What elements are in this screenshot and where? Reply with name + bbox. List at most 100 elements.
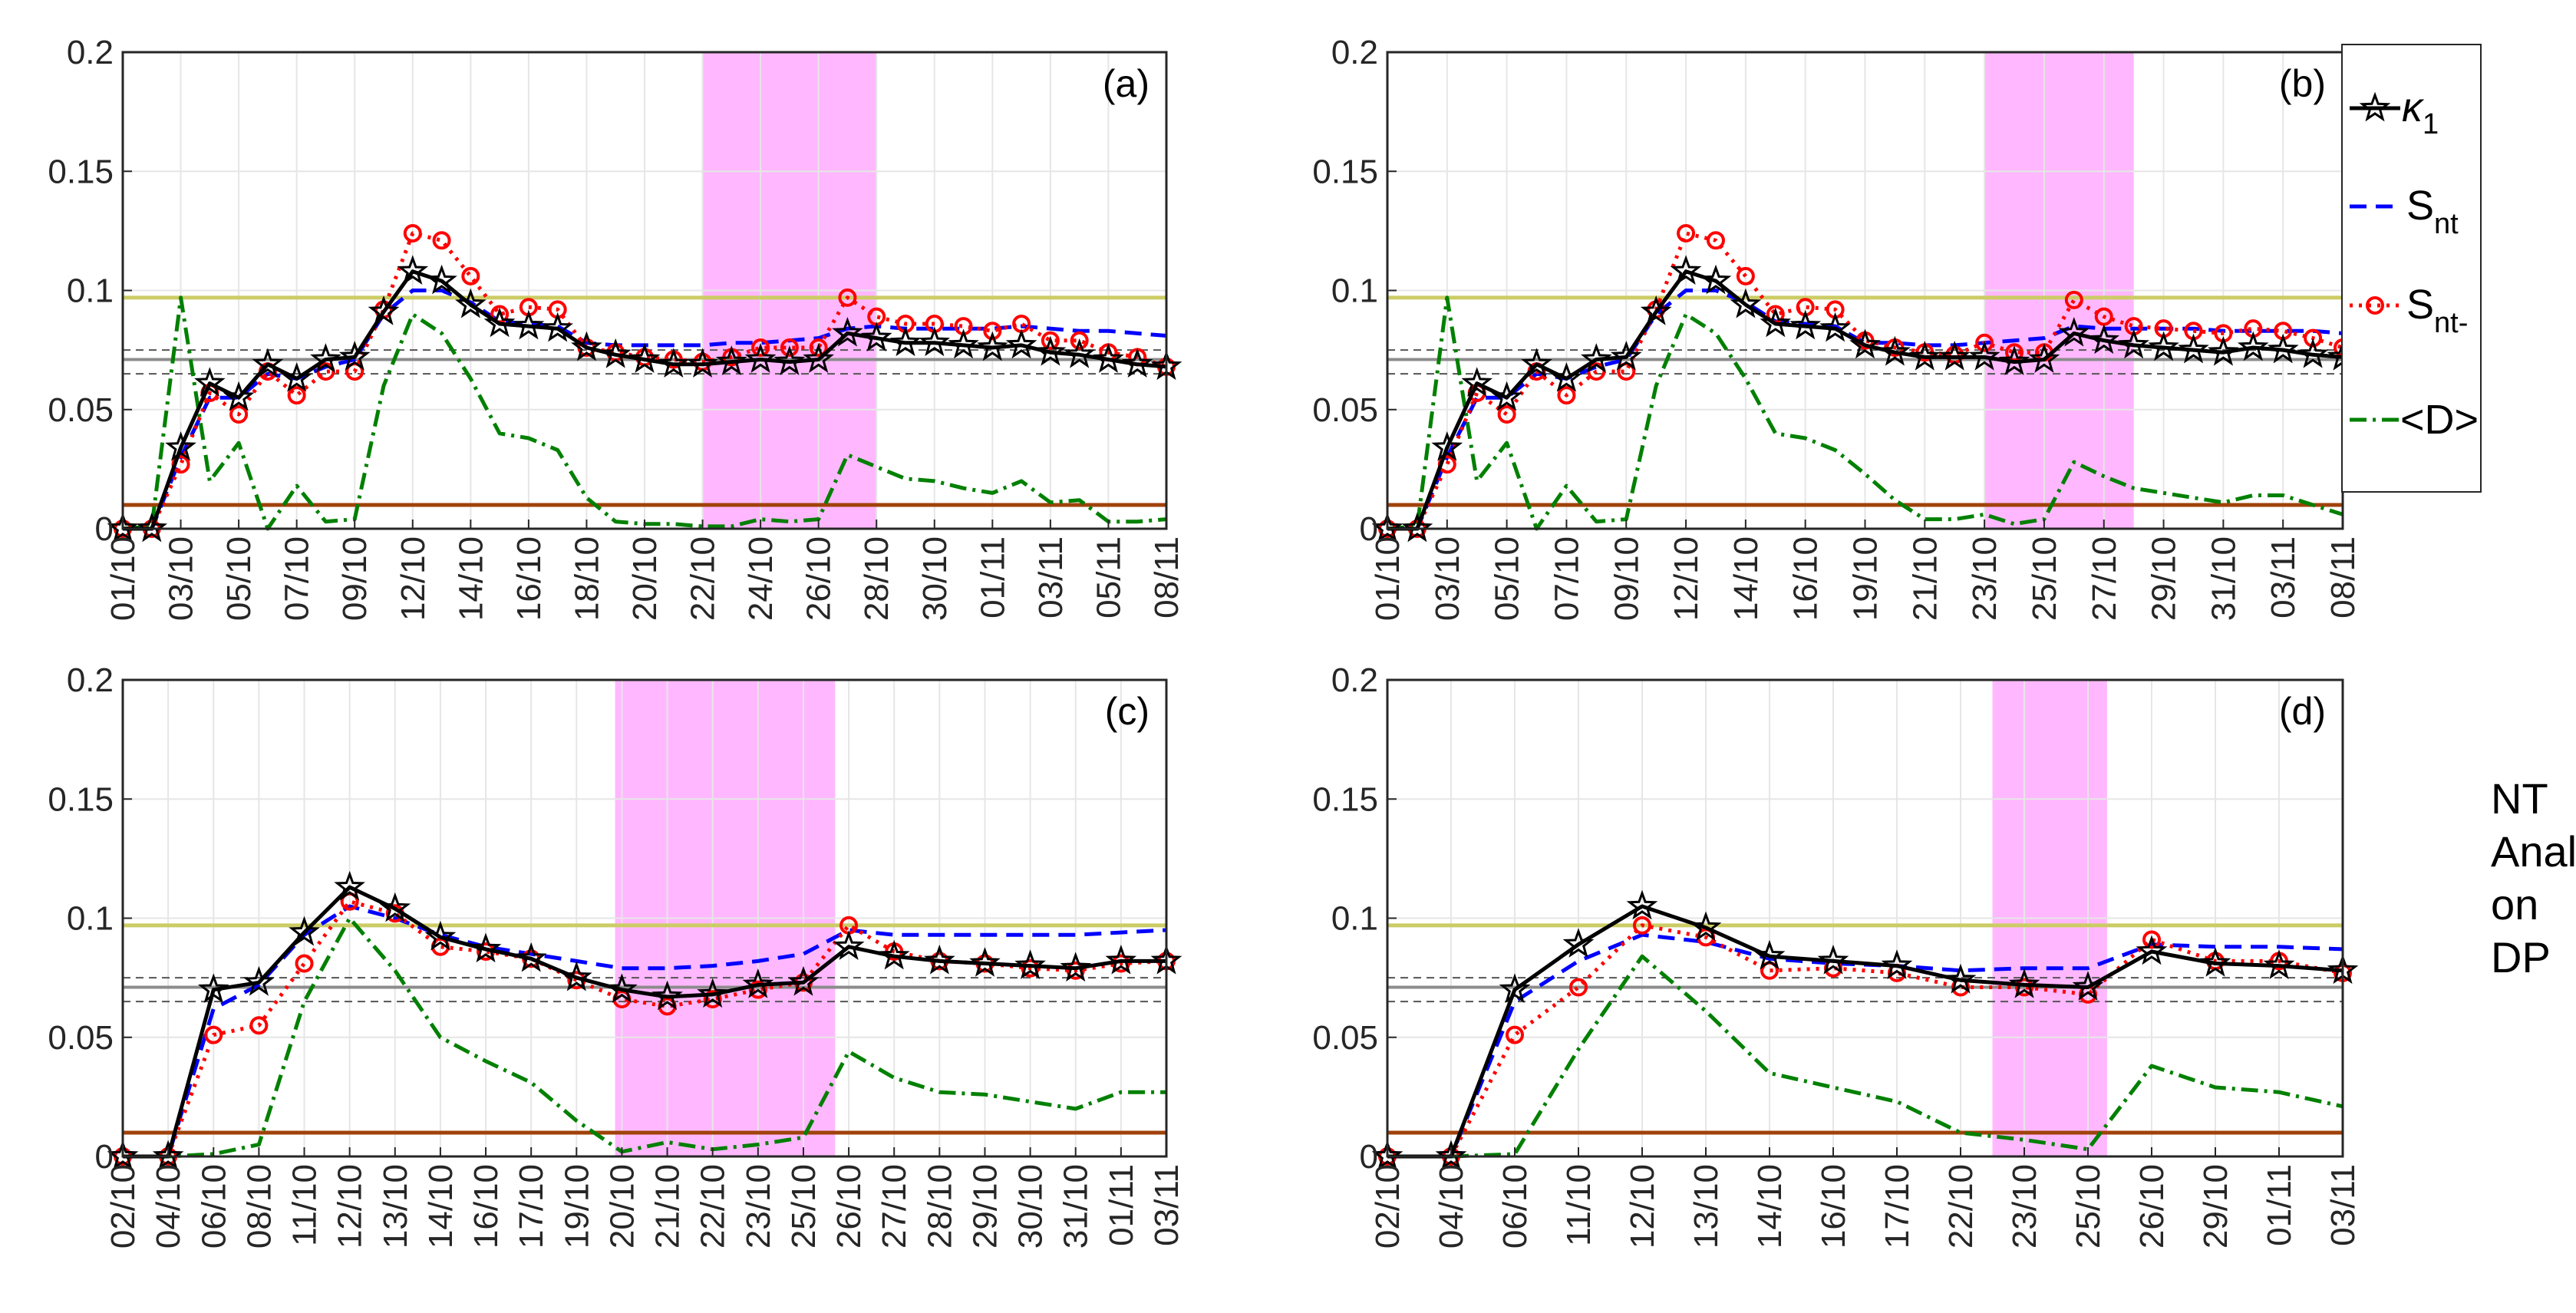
data-point-kappa (606, 973, 638, 1003)
data-point-kappa (136, 512, 168, 543)
data-point-kappa (397, 255, 429, 285)
data-point-kappa (165, 431, 196, 461)
data-point-kappa (773, 345, 806, 375)
x-tick-label: 01/10 (1369, 536, 1407, 621)
data-point-kappa (1491, 381, 1522, 411)
data-point-kappa (515, 942, 547, 972)
data-point-kappa (1938, 340, 1971, 371)
x-tick-label: 18/10 (568, 536, 605, 621)
x-tick-label: 23/10 (1966, 536, 2004, 621)
data-point-kappa (1700, 264, 1732, 295)
x-tick-label: 04/10 (150, 1164, 187, 1249)
x-tick-label: 30/10 (1012, 1164, 1050, 1249)
data-point-kappa (1690, 911, 1722, 942)
data-point-kappa (1401, 512, 1433, 543)
data-point-kappa (919, 326, 951, 357)
y-tick-label: 0.05 (1312, 391, 1378, 429)
data-point-kappa (1879, 335, 1911, 366)
data-point-kappa (289, 915, 320, 946)
legend-kappa-symbol: κ (2402, 84, 2425, 130)
data-point-kappa (1998, 345, 2030, 375)
data-point-sntm (249, 1016, 269, 1035)
x-tick-label: 24/10 (742, 536, 780, 621)
side-note-line-2: Analysis (2491, 827, 2576, 876)
data-point-kappa (379, 892, 411, 922)
data-point-kappa (194, 367, 226, 397)
panel-d: 0 0.05 0.1 0.15 0.2 02/10 04/10 06/10 11/10 12/10… (1312, 661, 2362, 1249)
data-point-kappa (969, 947, 1001, 977)
x-tick-label: 16/10 (1815, 1164, 1852, 1249)
legend-box (2341, 44, 2482, 493)
y-tick-label: 0.15 (1312, 153, 1378, 190)
series-d (1387, 954, 2343, 1159)
x-tick-label: 21/10 (1906, 536, 1944, 621)
x-tick-label: 16/10 (467, 1164, 505, 1249)
data-point-kappa (1789, 309, 1822, 340)
data-point-sntm (751, 338, 770, 358)
panel-label: (c) (1105, 690, 1149, 733)
data-point-kappa (513, 309, 545, 340)
panel-label: (a) (1103, 62, 1149, 105)
svg-text:κ1: κ1 (2402, 84, 2439, 140)
y-tick-label: 0 (1360, 1138, 1378, 1176)
data-point-sntm (2015, 978, 2033, 997)
data-point-kappa (1640, 295, 1672, 325)
data-point-sntm (2142, 930, 2161, 949)
x-tick-label: 01/11 (1103, 1164, 1140, 1246)
y-tick-label: 0 (95, 1138, 114, 1176)
data-point-kappa (2072, 971, 2104, 1001)
x-tick-label: 21/10 (649, 1164, 687, 1249)
data-point-kappa (803, 343, 834, 373)
data-point-kappa (197, 973, 229, 1003)
x-tick-label: 27/10 (876, 1164, 913, 1249)
data-point-sntm (1041, 331, 1060, 350)
legend-d-label: <D> (2400, 397, 2479, 443)
x-tick-label: 09/10 (336, 536, 374, 621)
data-point-kappa (571, 331, 602, 361)
data-point-kappa (948, 328, 979, 359)
data-point-kappa (1371, 512, 1403, 543)
x-tick-label: 22/10 (684, 536, 722, 621)
series-line-kappa (123, 269, 1167, 531)
data-point-kappa (687, 348, 718, 378)
x-tick-label: 28/10 (858, 536, 895, 621)
data-point-kappa (2199, 947, 2231, 977)
x-tick-label: 17/10 (513, 1164, 550, 1249)
x-tick-label: 13/10 (377, 1164, 414, 1249)
data-point-kappa (542, 312, 573, 342)
data-point-kappa (1499, 973, 1531, 1003)
data-point-kappa (470, 932, 502, 963)
x-tick-label: 06/10 (1496, 1164, 1534, 1249)
series-snt (123, 904, 1167, 1159)
data-point-kappa (787, 965, 820, 996)
data-point-kappa (243, 965, 275, 996)
data-point-sntm (403, 223, 422, 242)
data-point-kappa (334, 870, 365, 901)
data-point-kappa (1849, 328, 1881, 359)
x-tick-label: 23/10 (2006, 1164, 2043, 1249)
y-tick-label: 0.15 (48, 780, 114, 818)
x-tick-label: 28/10 (921, 1164, 958, 1249)
x-tick-label: 29/10 (966, 1164, 1004, 1249)
data-point-kappa (455, 288, 487, 318)
series-snt (1387, 289, 2343, 531)
x-tick-label: 03/11 (1032, 536, 1070, 619)
data-point-sntm (432, 231, 451, 250)
x-tick-label: 08/11 (1148, 536, 1186, 619)
x-tick-label: 31/10 (2205, 536, 2242, 621)
x-tick-label: 29/10 (2197, 1164, 2235, 1249)
data-point-sntm (461, 266, 480, 285)
x-tick-label: 30/10 (916, 536, 954, 621)
data-point-sntm (780, 338, 799, 358)
legend-entry-snt: Snt (2350, 183, 2459, 240)
data-point-sntm (1506, 1025, 1524, 1044)
x-tick-label: 16/10 (510, 536, 548, 621)
x-tick-label: 02/10 (104, 1164, 142, 1249)
x-tick-label: 14/10 (1727, 536, 1765, 621)
data-point-kappa (977, 331, 1008, 361)
x-tick-label: 20/10 (626, 536, 664, 621)
data-point-sntm (1706, 231, 1725, 250)
data-point-kappa (833, 930, 865, 961)
data-point-sntm (229, 404, 249, 424)
series-line-d (1387, 954, 2343, 1159)
